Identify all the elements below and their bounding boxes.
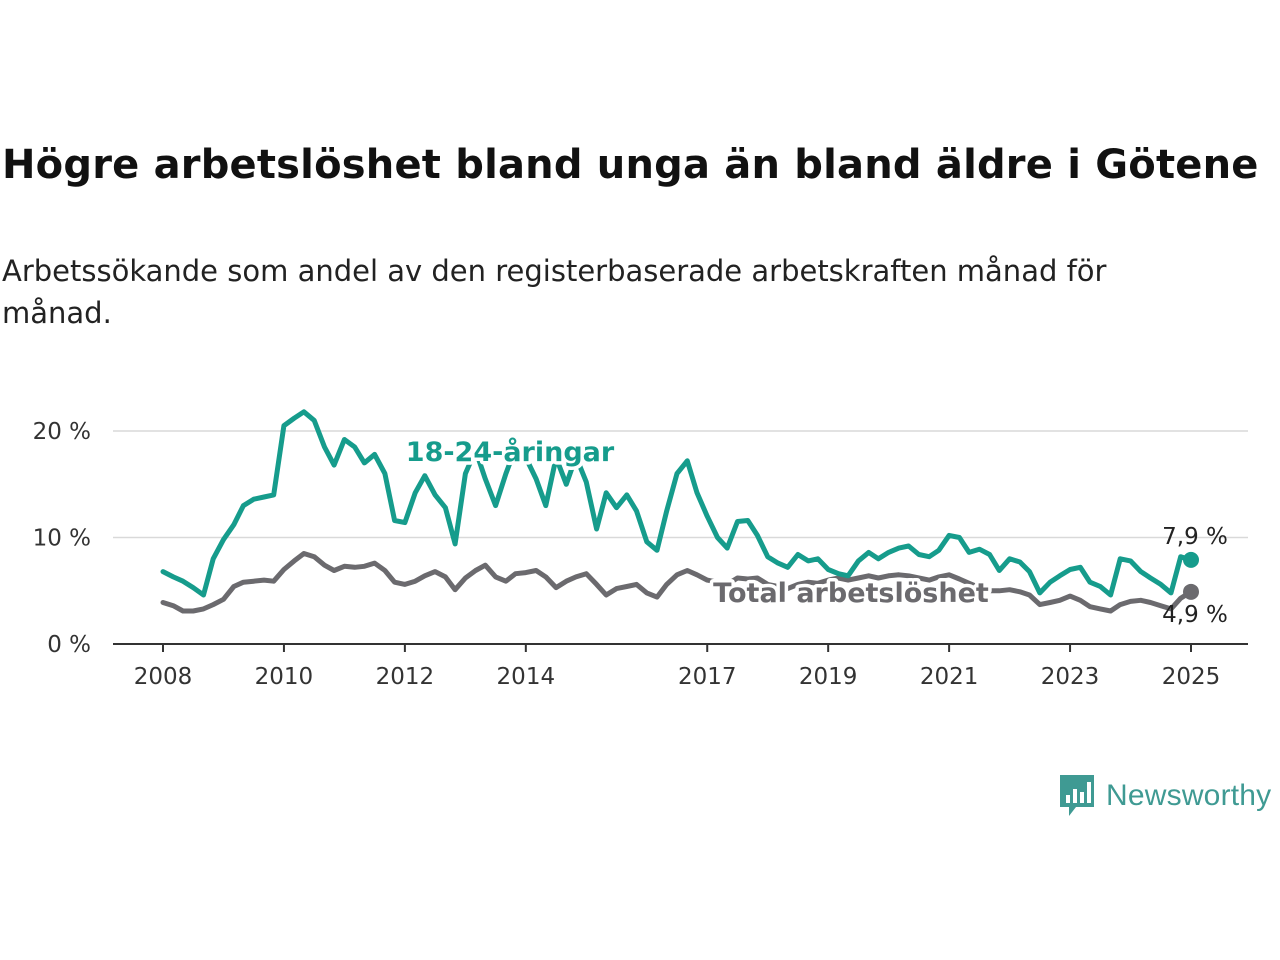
y-tick-label: 20 % xyxy=(33,419,91,445)
series-line-0 xyxy=(160,409,1194,598)
series-label-youth: 18-24-åringar xyxy=(406,436,615,468)
x-tick-label: 2010 xyxy=(255,664,314,690)
bar-chart-speech-bubble-icon xyxy=(1060,775,1094,816)
x-tick-label: 2014 xyxy=(497,664,556,690)
end-value-total: 4,9 % xyxy=(1162,602,1228,628)
series-label-total: Total arbetslöshet xyxy=(713,578,989,609)
end-value-youth: 7,9 % xyxy=(1162,524,1228,550)
grid-lines xyxy=(113,430,1248,539)
x-tick-label: 2025 xyxy=(1162,664,1221,690)
series-label-total-halo: Total arbetslöshet xyxy=(713,578,989,609)
x-tick-label: 2019 xyxy=(799,664,858,690)
series-end-point-1 xyxy=(1183,583,1199,600)
series-label-youth-halo: 18-24-åringar xyxy=(406,436,615,468)
series-line-1 xyxy=(160,551,1194,614)
x-tick-label: 2008 xyxy=(134,664,193,690)
logo-text: Newsworthy xyxy=(1106,779,1272,812)
series-end-point-0 xyxy=(1183,551,1199,568)
chart-title: Högre arbetslöshet bland unga än bland ä… xyxy=(2,142,1259,188)
chart-subtitle: Arbetssökande som andel av den registerb… xyxy=(2,254,1107,330)
y-tick-label: 10 % xyxy=(33,526,91,552)
series-lines xyxy=(160,409,1199,614)
x-tick-label: 2017 xyxy=(678,664,737,690)
newsworthy-logo: Newsworthy xyxy=(1058,773,1271,819)
x-tick-label: 2021 xyxy=(920,664,979,690)
x-tick-label: 2012 xyxy=(376,664,435,690)
axes: 0 % 10 % 20 % 2008 2010 2012 2014 2017 2019 2021 2… xyxy=(33,419,1248,690)
y-tick-label: 0 % xyxy=(47,632,91,658)
x-tick-label: 2023 xyxy=(1041,664,1100,690)
